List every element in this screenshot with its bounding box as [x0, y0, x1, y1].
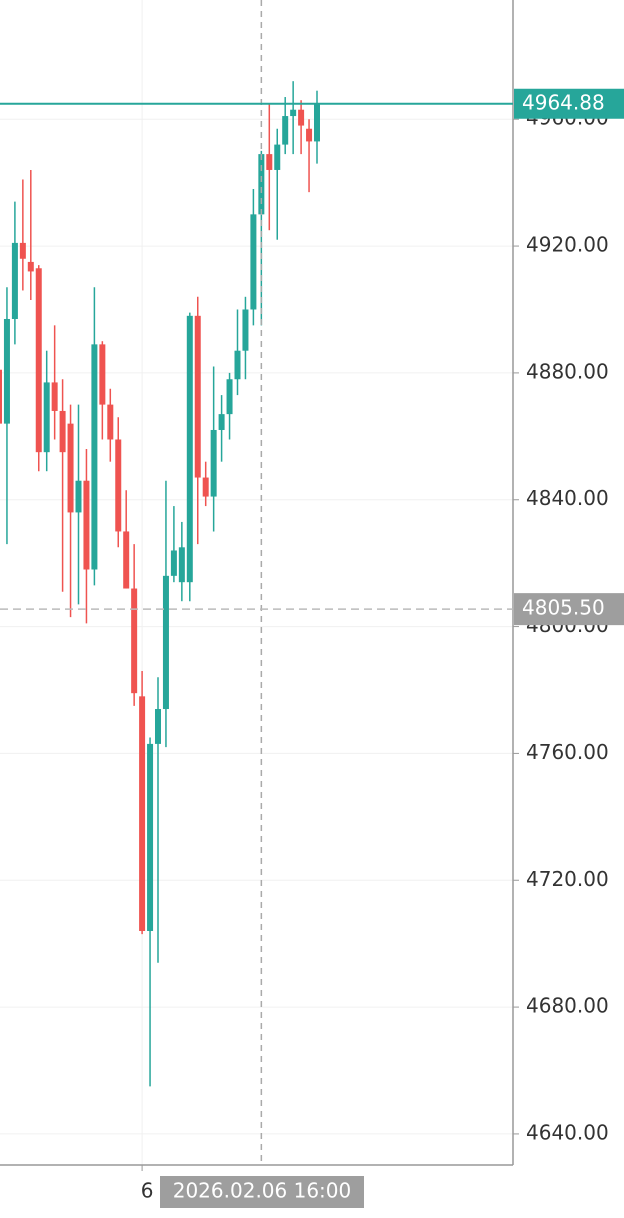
candle-body [282, 116, 289, 145]
candle-body [123, 531, 130, 589]
candle-body [35, 268, 42, 453]
candle-body [314, 103, 320, 142]
candle-body [202, 477, 209, 497]
candle-body [11, 242, 18, 319]
y-tick-label: 4720.00 [526, 867, 609, 891]
candle-body [3, 318, 10, 424]
candle-body [99, 344, 106, 405]
candle-body [155, 709, 161, 744]
candle-body [218, 414, 225, 430]
candle-body [139, 696, 146, 931]
candle-body [67, 423, 74, 513]
candle-body [115, 439, 122, 532]
crosshair-price-badge [514, 593, 624, 626]
candle-body [147, 743, 154, 931]
candle-body [258, 154, 265, 215]
candle-body [170, 550, 177, 576]
crosshair-time-label: 2026.02.06 16:00 [173, 1179, 352, 1203]
candle-body [59, 410, 66, 453]
last-price-badge [514, 88, 624, 119]
candle-body [75, 480, 82, 513]
x-tick-label: 6 [141, 1179, 154, 1203]
y-tick-label: 4880.00 [526, 359, 609, 383]
candle-body [27, 261, 34, 272]
candle-body [250, 214, 257, 310]
candle-body [43, 382, 50, 453]
candle-body [162, 575, 169, 710]
candle-body [19, 242, 26, 259]
y-tick-label: 4640.00 [526, 1120, 609, 1144]
y-tick-label: 4680.00 [526, 994, 609, 1018]
candle-body [51, 382, 58, 411]
last-price-label: 4964.88 [522, 90, 605, 114]
candle-body [306, 128, 313, 142]
candle-body [91, 344, 98, 570]
crosshair-price-label: 4805.50 [522, 596, 605, 620]
candle-body [83, 480, 90, 570]
candle-body [234, 350, 241, 380]
candle-body [178, 547, 185, 583]
candle-body [274, 144, 281, 170]
candle-body [242, 309, 249, 351]
candle-body [266, 154, 273, 170]
y-tick-label: 4920.00 [526, 233, 609, 257]
candle-body [186, 315, 193, 583]
crosshair-time-badge [160, 1176, 364, 1208]
candle-body [107, 404, 114, 440]
candle-body [131, 588, 138, 694]
y-tick-label: 4760.00 [526, 740, 609, 764]
candle-body [298, 109, 305, 126]
candle-body [194, 315, 201, 478]
candle-body [210, 429, 217, 497]
candle-body [226, 379, 233, 415]
y-tick-label: 4840.00 [526, 486, 609, 510]
candle-body [290, 109, 297, 117]
candle-body [0, 369, 2, 424]
